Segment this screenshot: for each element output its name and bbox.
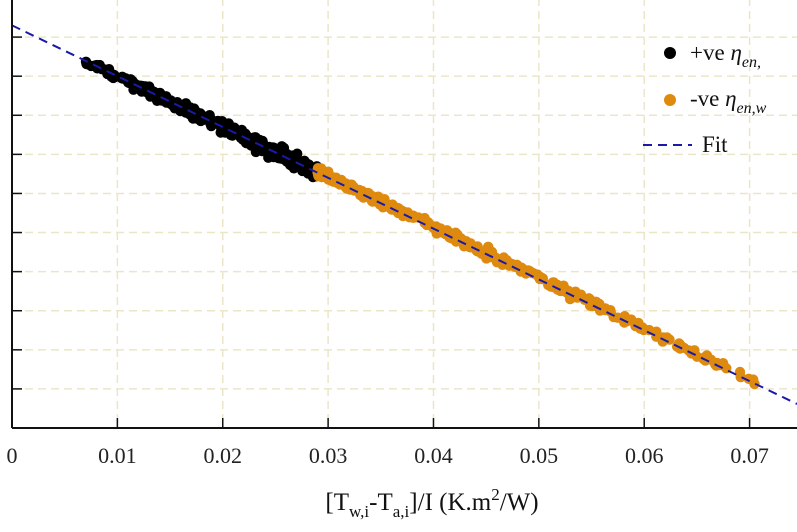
legend-label-fit: Fit <box>702 132 728 157</box>
point-positive <box>96 63 107 75</box>
plot-frame <box>11 0 797 429</box>
x-tick-label-7: 0.07 <box>730 443 769 468</box>
point-negative <box>548 277 560 288</box>
x-axis-title: [Tw,i-Ta,i]/I (K.m2/W) <box>325 485 538 521</box>
point-positive <box>268 151 279 163</box>
x-axis: 0 0.01 0.02 0.03 0.04 0.05 0.06 0.07 <box>7 418 769 468</box>
grid-lines <box>11 0 797 428</box>
legend-marker-negative <box>664 94 676 106</box>
point-negative <box>701 350 713 361</box>
point-negative <box>408 210 419 221</box>
point-negative <box>657 335 668 346</box>
point-negative <box>436 224 448 236</box>
point-negative <box>377 202 389 213</box>
point-positive <box>108 72 119 84</box>
point-negative <box>346 179 357 190</box>
x-tick-label-2: 0.02 <box>203 443 242 468</box>
y-axis <box>12 36 22 390</box>
point-positive <box>278 147 290 158</box>
point-negative <box>735 371 746 383</box>
x-tick-label-6: 0.06 <box>625 443 664 468</box>
legend-label-positive: +ve ηen, <box>690 40 761 71</box>
point-negative <box>637 322 648 333</box>
point-negative <box>487 250 498 261</box>
legend: +ve ηen, -ve ηen,w Fit <box>643 40 767 157</box>
x-tick-label-3: 0.03 <box>309 443 348 468</box>
point-positive <box>81 58 92 70</box>
point-positive <box>238 133 249 144</box>
point-positive <box>215 127 226 138</box>
point-negative <box>313 171 324 182</box>
point-negative <box>366 191 377 202</box>
point-negative <box>748 374 759 385</box>
x-tick-label-5: 0.05 <box>520 443 559 468</box>
point-negative <box>518 266 529 277</box>
point-negative <box>626 314 637 325</box>
x-tick-label-4: 0.04 <box>414 443 453 468</box>
point-negative <box>327 172 338 183</box>
legend-label-negative: -ve ηen,w <box>690 86 767 117</box>
fit-line <box>11 24 797 405</box>
x-tick-label-0: 0 <box>7 443 18 468</box>
legend-marker-positive <box>664 47 676 59</box>
point-positive <box>292 148 303 159</box>
x-tick-label-1: 0.01 <box>98 443 137 468</box>
point-negative <box>398 206 409 217</box>
